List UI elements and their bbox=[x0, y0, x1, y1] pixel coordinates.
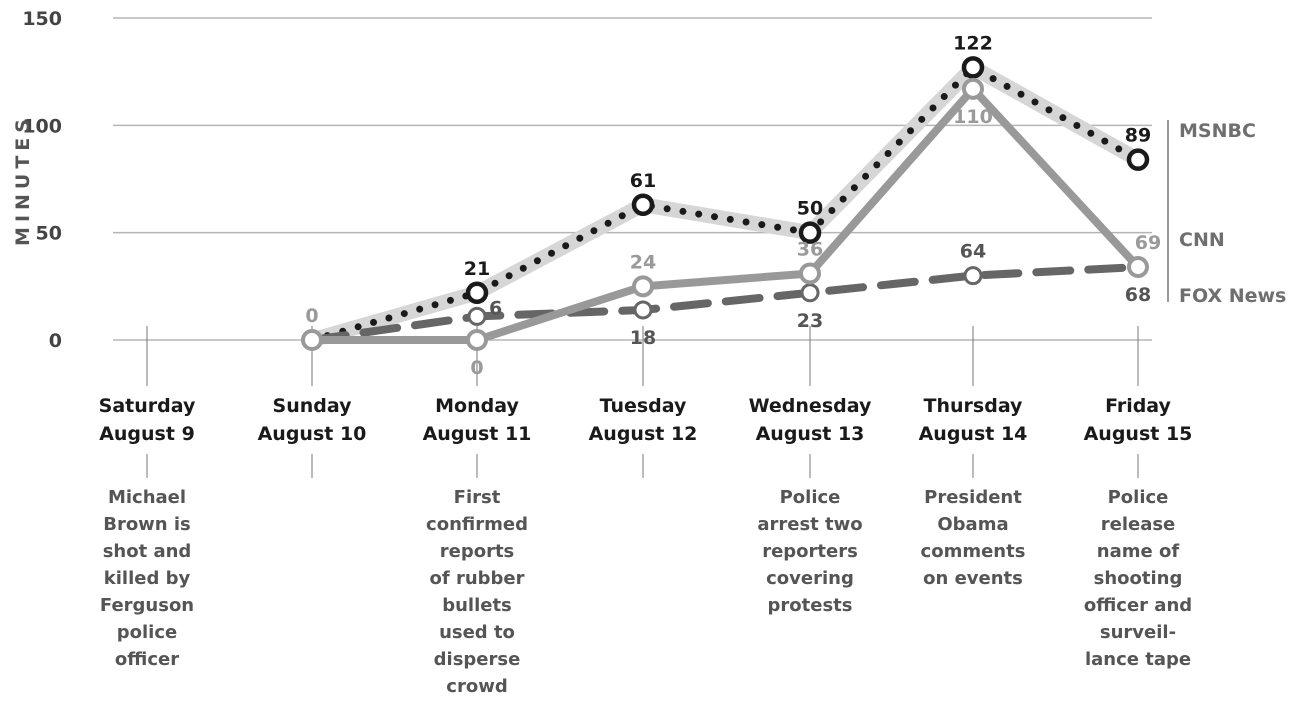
event-annotation-line: reports bbox=[440, 541, 515, 562]
event-annotation-line: lance tape bbox=[1085, 649, 1191, 670]
markers bbox=[301, 56, 1150, 351]
legend-label-msnbc: MSNBC bbox=[1179, 120, 1256, 142]
x-tick-label-date: August 14 bbox=[919, 423, 1028, 445]
x-tick-label-date: August 9 bbox=[99, 423, 195, 445]
x-tick-label-date: August 10 bbox=[258, 423, 367, 445]
series-cnn-line bbox=[308, 84, 1142, 344]
event-annotation-line: Police bbox=[780, 487, 841, 508]
marker-msnbc bbox=[961, 56, 985, 79]
series-layer bbox=[304, 59, 1146, 348]
data-label-fox-news: 64 bbox=[960, 241, 986, 263]
data-label-cnn: 36 bbox=[797, 238, 823, 260]
event-annotation-line: of rubber bbox=[429, 568, 524, 589]
legend-label-fox-news: FOX News bbox=[1179, 285, 1286, 307]
data-label-cnn: 24 bbox=[630, 251, 656, 273]
y-tick-label-150: 150 bbox=[22, 8, 62, 30]
event-annotation-line: used to bbox=[439, 622, 515, 643]
event-annotation-line: Obama bbox=[937, 514, 1008, 535]
x-tick-label-day: Thursday bbox=[924, 395, 1024, 417]
marker-cnn bbox=[301, 329, 323, 351]
data-label-fox-news: 6 bbox=[489, 297, 502, 319]
event-annotation-line: confirmed bbox=[426, 514, 528, 535]
event-annotation-line: Police bbox=[1108, 487, 1169, 508]
y-tick-label-50: 50 bbox=[36, 223, 62, 245]
data-label-cnn: 0 bbox=[470, 357, 483, 379]
data-label-fox-news: 68 bbox=[1125, 284, 1151, 306]
x-axis: Saturday August 9 Michael Brown is shot and k… bbox=[99, 326, 1193, 697]
marker-msnbc bbox=[465, 281, 489, 305]
x-tick-label-date: August 15 bbox=[1084, 423, 1193, 445]
event-annotation-line: crowd bbox=[446, 676, 507, 697]
event-annotation-line: protests bbox=[768, 595, 853, 616]
event-annotation-line: name of bbox=[1097, 541, 1180, 562]
data-label-cnn: 69 bbox=[1135, 232, 1161, 254]
x-tick-label-date: August 11 bbox=[423, 423, 532, 445]
marker-cnn bbox=[799, 262, 821, 285]
marker-msnbc bbox=[798, 221, 822, 244]
marker-msnbc bbox=[631, 193, 655, 217]
event-annotation-line: arrest two bbox=[757, 514, 862, 535]
y-axis-ticks: 0 50 100 150 bbox=[22, 8, 62, 352]
data-labels: 21 61 50 122 89 0 0 24 36 110 69 6 18 23 64 68 bbox=[305, 32, 1161, 379]
event-annotation-line: covering bbox=[766, 568, 854, 589]
x-tick-label-date: August 12 bbox=[589, 423, 698, 445]
event-annotation-line: reporters bbox=[762, 541, 858, 562]
marker-cnn bbox=[962, 77, 984, 100]
x-tick-label-date: August 13 bbox=[756, 423, 865, 445]
x-tick-label-day: Monday bbox=[435, 395, 519, 417]
event-annotation-line: officer bbox=[115, 649, 179, 670]
data-label-fox-news: 18 bbox=[630, 327, 656, 349]
event-annotation-line: First bbox=[454, 487, 501, 508]
event-annotation-line: Brown is bbox=[103, 514, 191, 535]
event-annotation-line: shooting bbox=[1094, 568, 1183, 589]
marker-cnn bbox=[466, 329, 488, 351]
data-label-fox-news: 23 bbox=[797, 310, 823, 332]
event-annotation-line: disperse bbox=[434, 649, 521, 670]
series-msnbc-line bbox=[308, 63, 1142, 344]
marker-msnbc bbox=[1126, 148, 1150, 171]
data-label-msnbc: 122 bbox=[953, 32, 993, 54]
marker-cnn bbox=[632, 275, 654, 298]
marker-fox-news bbox=[800, 283, 820, 303]
event-annotation-line: surveil- bbox=[1100, 622, 1176, 643]
y-tick-label-100: 100 bbox=[22, 115, 62, 137]
event-annotation-line: release bbox=[1101, 514, 1176, 535]
data-label-cnn: 0 bbox=[305, 305, 318, 327]
y-axis-label: MINUTES bbox=[12, 114, 34, 246]
legend: MSNBC CNN FOX News bbox=[1167, 120, 1286, 307]
data-label-msnbc: 21 bbox=[464, 258, 490, 280]
x-tick-label-day: Tuesday bbox=[600, 395, 687, 417]
marker-fox-news bbox=[963, 266, 983, 286]
data-label-msnbc: 61 bbox=[630, 170, 656, 192]
data-label-cnn: 110 bbox=[953, 106, 993, 128]
x-tick-label-day: Saturday bbox=[99, 395, 196, 417]
data-label-msnbc: 89 bbox=[1125, 125, 1151, 147]
event-annotation-line: on events bbox=[923, 568, 1023, 589]
y-tick-label-0: 0 bbox=[49, 330, 62, 352]
event-annotation-line: President bbox=[924, 487, 1022, 508]
event-annotation-line: officer and bbox=[1084, 595, 1192, 616]
legend-label-cnn: CNN bbox=[1179, 229, 1225, 251]
x-tick-label-day: Friday bbox=[1105, 395, 1171, 417]
event-annotation-line: Michael bbox=[108, 487, 186, 508]
marker-fox-news bbox=[467, 306, 487, 326]
event-annotation-line: Ferguson bbox=[100, 595, 194, 616]
x-tick-label-day: Wednesday bbox=[749, 395, 872, 417]
marker-fox-news bbox=[633, 300, 653, 320]
event-annotation-line: killed by bbox=[104, 568, 191, 589]
marker-cnn bbox=[1127, 256, 1149, 279]
event-annotation-line: comments bbox=[921, 541, 1026, 562]
series-fox-news-line bbox=[308, 263, 1142, 344]
event-annotation-line: bullets bbox=[442, 595, 512, 616]
data-label-msnbc: 50 bbox=[797, 198, 823, 220]
grid bbox=[113, 17, 1152, 341]
event-annotation-line: shot and bbox=[103, 541, 192, 562]
x-tick-label-day: Sunday bbox=[273, 395, 353, 417]
event-annotation-line: police bbox=[117, 622, 177, 643]
